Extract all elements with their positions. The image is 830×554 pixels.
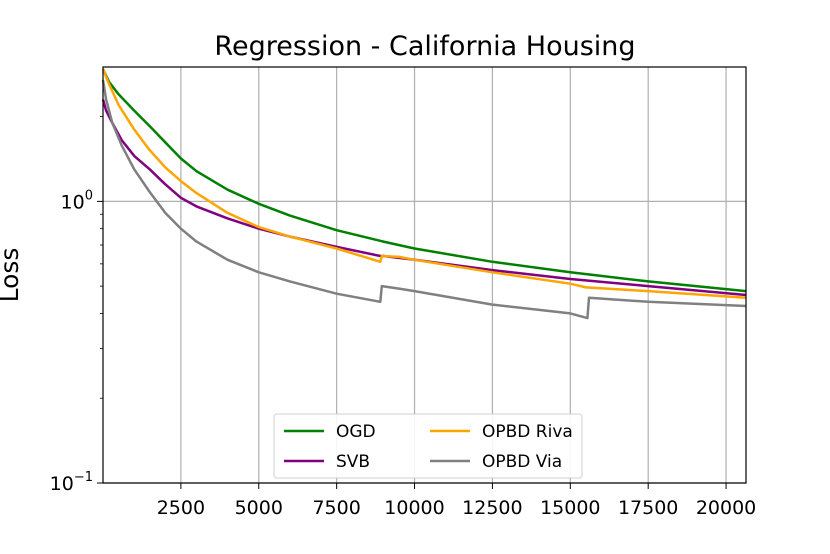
x-tick-label: 5000: [235, 497, 283, 519]
legend-label: SVB: [336, 452, 370, 472]
legend-box: [273, 413, 583, 479]
x-tick-label: 15000: [540, 497, 600, 519]
series-layer: [101, 68, 747, 320]
y-axis-label: Loss: [0, 248, 24, 303]
legend: OGD SVB OPBD Riva OPBD Via: [273, 413, 583, 479]
series-line-opbd-via: [101, 79, 747, 320]
x-tick-label: 2500: [157, 497, 205, 519]
legend-label: OPBD Via: [482, 452, 562, 472]
plot-frame: [102, 66, 747, 484]
x-tick-label: 10000: [384, 497, 444, 519]
series-line-opbd-riva: [101, 68, 747, 299]
x-tick-label: 20000: [696, 497, 756, 519]
legend-label: OPBD Riva: [482, 422, 573, 442]
x-tick-label: 17500: [618, 497, 678, 519]
y-tick-label: 10−1: [50, 470, 93, 495]
chart-title: Regression - California Housing: [214, 31, 635, 62]
legend-label: OGD: [336, 422, 376, 442]
series-line-svb: [101, 99, 747, 297]
series-line-ogd: [101, 68, 747, 293]
x-tick-label: 7500: [312, 497, 360, 519]
y-tick-label: 100: [61, 188, 93, 213]
x-tick-label: 12500: [462, 497, 522, 519]
ticks: 2500 5000 7500 10000 12500 15000 17500 20000 10−…: [50, 116, 756, 519]
